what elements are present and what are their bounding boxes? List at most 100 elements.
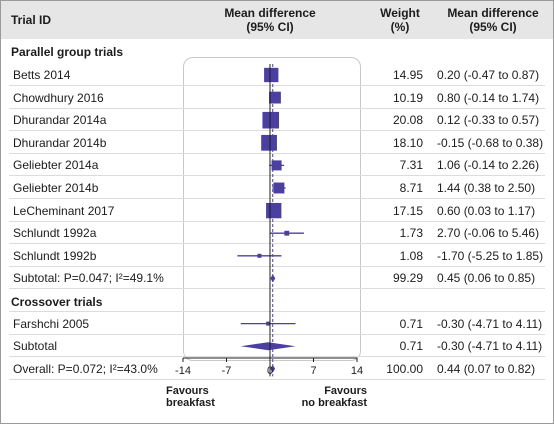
- row-separator: [9, 130, 545, 132]
- favours-left-line1: Favours: [166, 385, 209, 397]
- point-estimate-square: [262, 111, 280, 129]
- md-header-line2: (95% CI): [246, 20, 294, 34]
- weight-value: 14.95: [392, 68, 423, 82]
- x-tick-label: -14: [175, 365, 191, 377]
- ci-value: 1.44 (0.38 to 2.50): [437, 181, 536, 195]
- favours-breakfast-label: Favours breakfast: [166, 385, 215, 409]
- table-row: Dhurandar 2014a 20.08 0.12 (-0.33 to 0.57): [1, 109, 553, 131]
- row-separator: [9, 288, 545, 290]
- pooled-diamond: [270, 364, 276, 373]
- section-heading-crossover: Crossover trials: [11, 295, 103, 309]
- ci-value: 1.06 (-0.14 to 2.26): [437, 158, 540, 173]
- weight-value: 20.08: [392, 113, 423, 128]
- row-separator: [9, 356, 545, 358]
- row-separator: [9, 243, 545, 245]
- weight-value: 1.73: [399, 226, 423, 241]
- row-separator: [9, 220, 545, 222]
- ci-value: 0.20 (-0.47 to 0.87): [437, 68, 540, 82]
- trial-id-header: Trial ID: [11, 13, 52, 27]
- mdr-header-line2: (95% CI): [469, 20, 517, 34]
- trial-label: Subtotal: [13, 339, 58, 354]
- section-heading-parallel: Parallel group trials: [11, 45, 124, 59]
- ci-value: 0.44 (0.07 to 0.82): [437, 361, 536, 376]
- x-tick-label: 7: [310, 365, 316, 377]
- row-separator: [9, 85, 545, 86]
- ci-value: -0.30 (-4.71 to 4.11): [437, 339, 543, 354]
- weight-value: 0.71: [399, 316, 423, 331]
- weight-value: 17.15: [392, 203, 423, 218]
- row-separator: [9, 333, 545, 335]
- mdr-header-line1: Mean difference: [447, 6, 539, 20]
- trial-label: Chowdhury 2016: [13, 90, 104, 105]
- favours-right-line2: no breakfast: [301, 397, 367, 409]
- weight-value: 10.19: [392, 90, 423, 105]
- weight-value: 0.71: [399, 339, 423, 354]
- weight-value: 18.10: [392, 135, 423, 150]
- favours-right-line1: Favours: [324, 385, 367, 397]
- weight-value: 1.08: [399, 248, 423, 263]
- x-tick-label: -7: [222, 365, 232, 377]
- ci-value: 0.80 (-0.14 to 1.74): [437, 90, 540, 105]
- row-separator: [9, 175, 545, 177]
- table-row: Dhurandar 2014b 18.10 -0.15 (-0.68 to 0.38…: [1, 132, 553, 154]
- row-separator: [9, 152, 545, 154]
- weight-header-line1: Weight: [380, 6, 420, 20]
- row-separator: [9, 378, 545, 380]
- point-estimate-square: [269, 91, 281, 104]
- ci-value: 0.60 (0.03 to 1.17): [437, 203, 536, 218]
- weight-value: 7.31: [399, 158, 423, 173]
- ci-value: -1.70 (-5.25 to 1.85): [437, 248, 544, 263]
- overall-row: Overall: P=0.072; I²=43.0% 100.00 0.44 (0.…: [1, 358, 553, 380]
- trial-label: LeCheminant 2017: [13, 203, 115, 218]
- point-estimate-square: [266, 321, 271, 326]
- pooled-diamond: [240, 342, 296, 351]
- x-tick-label: 0: [267, 365, 273, 377]
- ci-value: 0.12 (-0.33 to 0.57): [437, 113, 540, 128]
- weight-value: 99.29: [392, 271, 423, 286]
- mean-difference-value-header: Mean difference (95% CI): [437, 6, 549, 34]
- favours-left-line2: breakfast: [166, 397, 215, 409]
- x-tick-label: 14: [351, 365, 363, 377]
- point-estimate-square: [284, 230, 290, 236]
- ci-value: 2.70 (-0.06 to 5.46): [437, 226, 540, 241]
- trial-label: Farshchi 2005: [13, 316, 90, 331]
- point-estimate-square: [257, 253, 262, 258]
- trial-label: Geliebter 2014b: [13, 181, 99, 195]
- table-row: Geliebter 2014a 7.31 1.06 (-0.14 to 2.26): [1, 154, 553, 176]
- weight-header-line2: (%): [390, 20, 410, 34]
- point-estimate-square: [261, 134, 277, 151]
- point-estimate-square: [271, 160, 282, 171]
- point-estimate-square: [266, 202, 282, 219]
- table-row: Chowdhury 2016 10.19 0.80 (-0.14 to 1.74): [1, 87, 553, 109]
- point-estimate-square: [273, 182, 285, 194]
- table-row: Betts 2014 14.95 0.20 (-0.47 to 0.87): [1, 64, 553, 86]
- trial-label: Dhurandar 2014b: [13, 135, 107, 150]
- trial-label: Geliebter 2014a: [13, 158, 99, 173]
- weight-value: 100.00: [386, 361, 423, 376]
- subtotal-row: Subtotal 0.71 -0.30 (-4.71 to 4.11): [1, 335, 553, 357]
- table-header: Trial ID Mean difference (95% CI) Weight…: [1, 1, 553, 39]
- row-separator: [9, 265, 545, 267]
- weight-header: Weight (%): [377, 6, 423, 34]
- md-header-line1: Mean difference: [224, 6, 316, 20]
- favours-no-breakfast-label: Favours no breakfast: [295, 385, 367, 409]
- subtotal-row: Subtotal: P=0.047; I²=49.1% 99.29 0.45 (0.…: [1, 267, 553, 289]
- point-estimate-square: [264, 67, 279, 83]
- ci-value: 0.45 (0.06 to 0.85): [437, 271, 536, 286]
- weight-value: 8.71: [399, 181, 423, 195]
- pooled-diamond: [270, 274, 276, 283]
- table-row: Geliebter 2014b 8.71 1.44 (0.38 to 2.50): [1, 177, 553, 199]
- mean-difference-plot-header: Mean difference (95% CI): [215, 6, 325, 34]
- trial-label: Overall: P=0.072; I²=43.0%: [13, 361, 158, 376]
- row-separator: [9, 198, 545, 199]
- trial-label: Schlundt 1992b: [13, 248, 97, 263]
- table-row: Schlundt 1992a 1.73 2.70 (-0.06 to 5.46): [1, 222, 553, 244]
- table-row: Schlundt 1992b 1.08 -1.70 (-5.25 to 1.85): [1, 245, 553, 267]
- trial-label: Dhurandar 2014a: [13, 113, 107, 128]
- table-row: LeCheminant 2017 17.15 0.60 (0.03 to 1.17): [1, 200, 553, 222]
- row-separator: [9, 107, 545, 109]
- ci-value: -0.30 (-4.71 to 4.11): [437, 316, 543, 331]
- trial-label: Schlundt 1992a: [13, 226, 97, 241]
